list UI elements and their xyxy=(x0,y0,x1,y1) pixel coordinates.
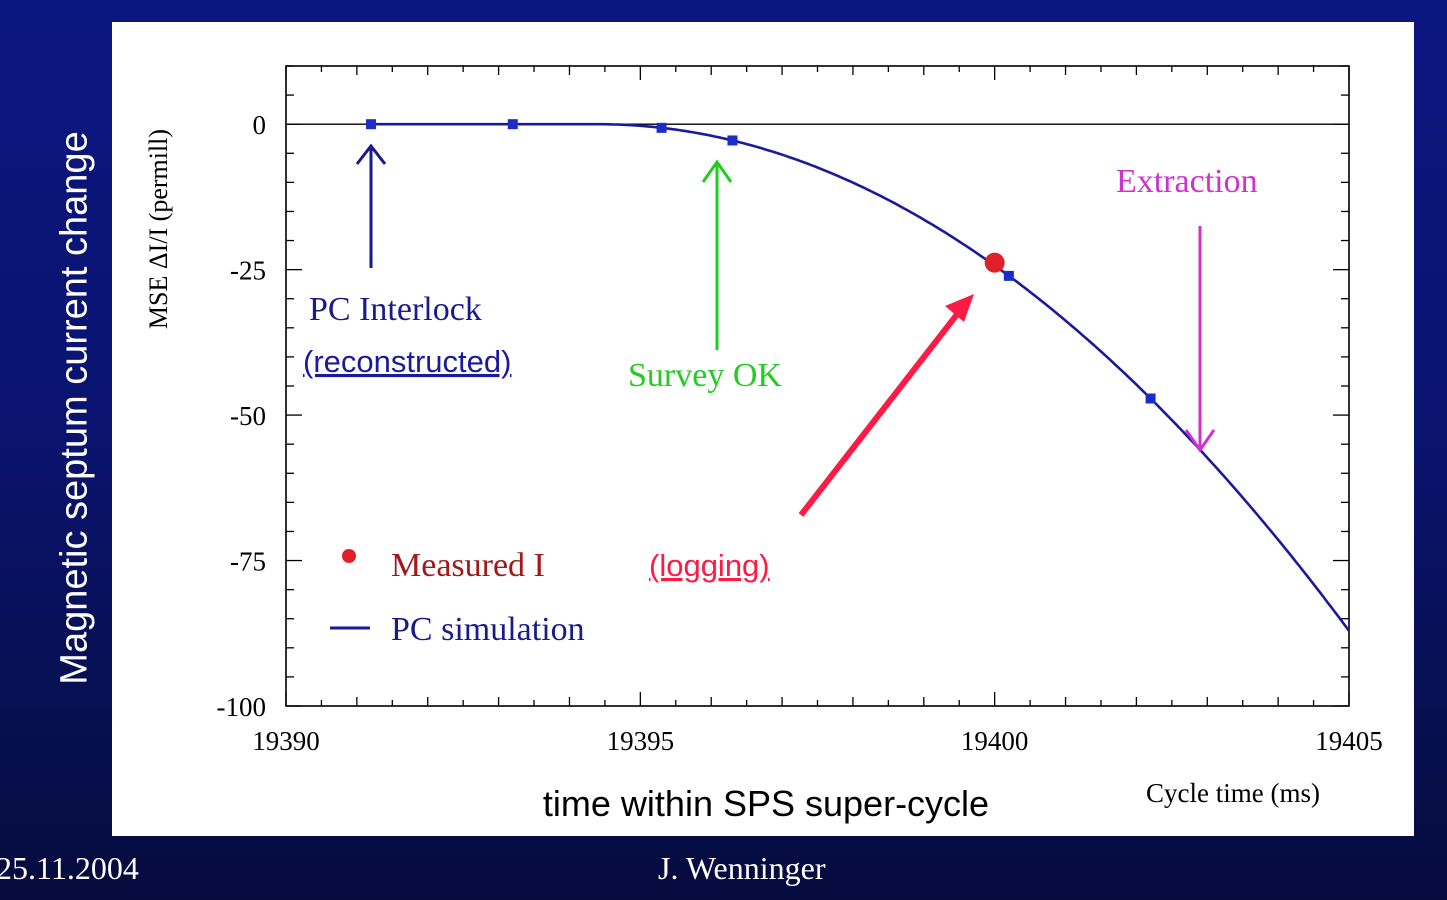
tick-marks xyxy=(285,65,1350,707)
legend-measured-marker xyxy=(342,549,356,563)
simulation-marker xyxy=(366,119,377,130)
survey-arrowhead xyxy=(701,159,733,183)
x-axis-label: Cycle time (ms) xyxy=(1146,778,1320,808)
footer-date: 25.11.2004 xyxy=(0,850,139,886)
legend-measured-label: Measured I xyxy=(391,547,545,584)
logging-label: (logging) xyxy=(649,548,770,583)
simulation-marker xyxy=(507,119,518,130)
x-tick-label: 19400 xyxy=(961,726,1029,756)
slide-y-axis-label: Magnetic septum current change xyxy=(53,131,96,685)
slide-x-axis-label: time within SPS super-cycle xyxy=(543,783,989,824)
simulation-marker xyxy=(1003,270,1014,281)
y-tick-label: -100 xyxy=(217,692,267,722)
y-tick-label: -75 xyxy=(230,547,266,577)
simulation-marker xyxy=(727,135,738,146)
interlock-arrowhead xyxy=(355,143,387,165)
pc-simulation-curve xyxy=(371,122,1351,632)
logging-arrow xyxy=(798,306,965,517)
extraction-arrowhead xyxy=(1184,429,1216,453)
chart: 0 -25 -50 -75 -100 19390 19395 19400 194… xyxy=(144,65,1383,824)
logging-arrowhead xyxy=(945,294,974,322)
legend-simulation-label: PC simulation xyxy=(391,611,585,648)
simulation-marker xyxy=(1145,393,1156,404)
y-tick-label: -50 xyxy=(230,401,266,431)
measured-point xyxy=(984,252,1005,273)
x-tick-label: 19405 xyxy=(1315,726,1383,756)
survey-label: Survey OK xyxy=(628,357,782,394)
extraction-label: Extraction xyxy=(1116,163,1258,200)
interlock-sublabel: (reconstructed) xyxy=(303,344,511,379)
x-tick-label: 19395 xyxy=(607,726,675,756)
simulation-marker xyxy=(656,122,667,133)
y-tick-label: -25 xyxy=(230,256,266,286)
x-tick-label: 19390 xyxy=(252,726,320,756)
simulation-markers xyxy=(366,119,1156,404)
footer-author: J. Wenninger xyxy=(658,850,826,886)
plot-panel: 0 -25 -50 -75 -100 19390 19395 19400 194… xyxy=(112,22,1414,836)
plot-frame xyxy=(285,65,1350,707)
y-tick-label: 0 xyxy=(253,110,267,140)
interlock-label: PC Interlock xyxy=(309,291,482,328)
y-axis-label: MSE ΔI/I (permill) xyxy=(144,129,173,329)
